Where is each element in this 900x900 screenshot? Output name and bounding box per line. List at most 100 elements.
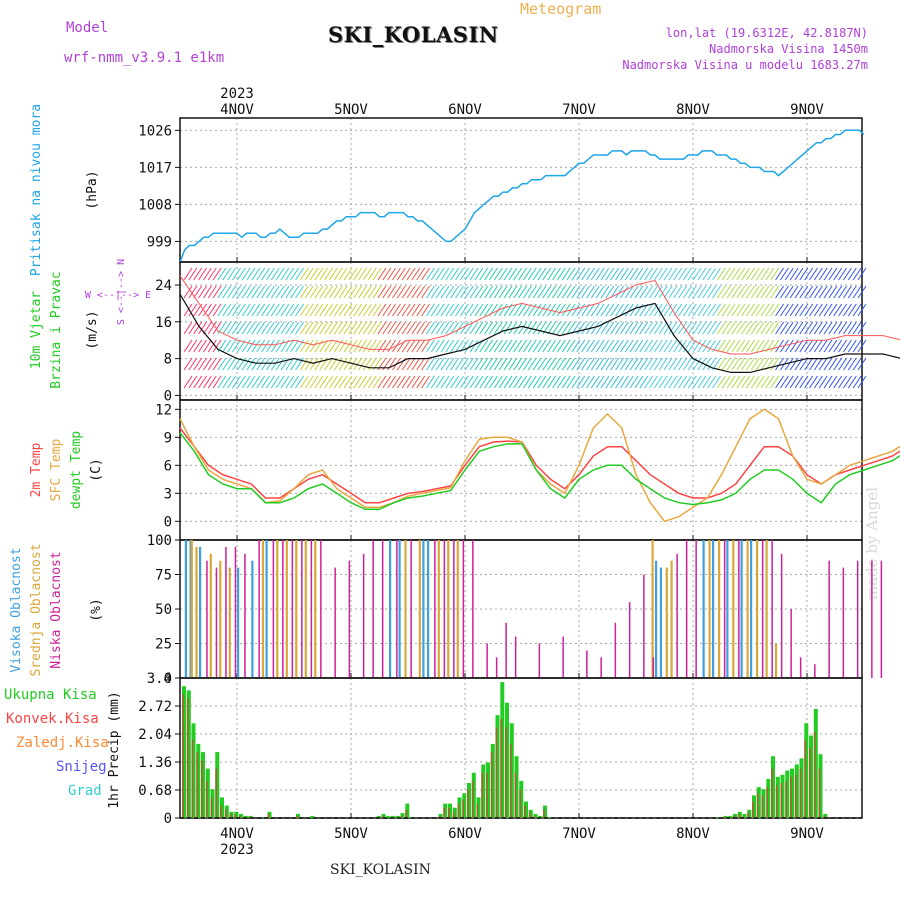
wind-barb <box>241 339 251 353</box>
cloud-bar-2 <box>301 540 303 678</box>
cloud-bar-0 <box>740 540 743 678</box>
wind-barb <box>198 303 207 317</box>
wind-barb <box>789 375 799 389</box>
wind-barb <box>770 303 780 317</box>
elevation-label: Nadmorska Visina 1450m <box>709 42 868 56</box>
wind-barb <box>532 375 542 389</box>
cloud-bar-0 <box>702 540 705 678</box>
wind-barb <box>789 267 799 281</box>
wind-barb <box>343 339 353 353</box>
wind-barb <box>207 375 217 389</box>
wind-barb <box>217 267 227 281</box>
wind-barb <box>556 357 566 371</box>
wind-barb <box>459 357 469 371</box>
wind-barb <box>576 285 586 299</box>
wind-barb <box>421 267 431 281</box>
wind-barb <box>731 303 741 317</box>
cloud-bar-2 <box>362 553 365 678</box>
precip-total-bar <box>196 743 201 818</box>
wind-barb <box>241 321 251 335</box>
wind-barb <box>450 267 460 281</box>
precip-convective-bar <box>381 815 384 818</box>
cloud-bar-1 <box>746 540 749 678</box>
wind-barb <box>256 375 266 389</box>
cloud-bar-2 <box>614 622 617 678</box>
wind-barb <box>280 267 290 281</box>
wind-barb <box>207 267 217 281</box>
wind-barb <box>314 339 324 353</box>
wind-barb <box>367 321 377 335</box>
wind-barb <box>183 339 193 353</box>
wind-barb <box>847 357 857 371</box>
wind-barb <box>750 303 760 317</box>
wind-barb <box>232 375 241 389</box>
wind-barb <box>799 285 809 299</box>
wind-barb <box>755 321 765 335</box>
wind-barb <box>333 267 343 281</box>
wind-barb <box>396 285 406 299</box>
wind-barb <box>683 375 692 389</box>
wind-barb <box>624 267 634 281</box>
wind-barb <box>586 267 595 281</box>
y-tick-label: 0 <box>164 671 172 687</box>
wind-barb <box>552 339 561 353</box>
wind-barb <box>775 357 784 371</box>
wind-barb <box>576 375 586 389</box>
precip-total-bar <box>752 795 756 818</box>
precip-total-bar <box>310 815 315 818</box>
wind-barb <box>455 267 464 281</box>
wind-barb <box>430 267 440 281</box>
wind-barb <box>324 303 334 317</box>
wind-barb <box>426 321 435 335</box>
wind-barb <box>794 303 804 317</box>
wind-barb <box>266 357 275 371</box>
wind-barb <box>561 321 571 335</box>
wind-barb <box>634 267 644 281</box>
precip-convective-bar <box>723 816 726 818</box>
wind-barb <box>857 321 867 335</box>
wind-barb <box>285 375 295 389</box>
wind-barb <box>474 267 484 281</box>
wind-barb <box>586 375 595 389</box>
wind-barb <box>813 375 823 389</box>
wind-barb <box>489 357 498 371</box>
cloud-bar-2 <box>272 540 275 678</box>
wind-barb <box>333 285 343 299</box>
wind-barb <box>813 285 823 299</box>
wind-barb <box>687 303 697 317</box>
wind-barb <box>852 375 862 389</box>
wind-barb <box>552 357 561 371</box>
wind-barb <box>314 321 324 335</box>
wind-barb <box>193 267 203 281</box>
wind-barb <box>818 303 828 317</box>
wind-compass-horizontal: W <--|--> E <box>85 290 151 301</box>
wind-barb <box>445 339 455 353</box>
wind-barb <box>450 321 460 335</box>
wind-barb <box>852 285 862 299</box>
precip-convective-bar <box>191 739 194 818</box>
precip-total-bar <box>747 809 752 818</box>
precip-convective-bar <box>438 815 441 818</box>
wind-barb <box>198 357 207 371</box>
wind-barb <box>707 339 717 353</box>
wind-barb <box>828 321 838 335</box>
wind-barb <box>760 375 770 389</box>
wind-barb <box>838 285 848 299</box>
wind-barb <box>833 285 843 299</box>
wind-barb <box>736 303 746 317</box>
wind-barb <box>755 267 765 281</box>
wind-barb <box>668 321 678 335</box>
wind-barb <box>508 339 518 353</box>
wind-barb <box>236 285 246 299</box>
wind-barb <box>571 285 581 299</box>
y-tick-label: 0 <box>164 514 172 530</box>
wind-barb <box>261 321 270 335</box>
precip-total-bar <box>756 787 761 818</box>
wind-barb <box>590 303 600 317</box>
cloud-bar-1 <box>765 540 768 678</box>
wind-barb <box>532 321 542 335</box>
cloud-bar-1 <box>195 546 198 678</box>
wind-barb <box>489 375 498 389</box>
wind-barb <box>304 321 314 335</box>
cloud-bar-1 <box>228 567 231 678</box>
